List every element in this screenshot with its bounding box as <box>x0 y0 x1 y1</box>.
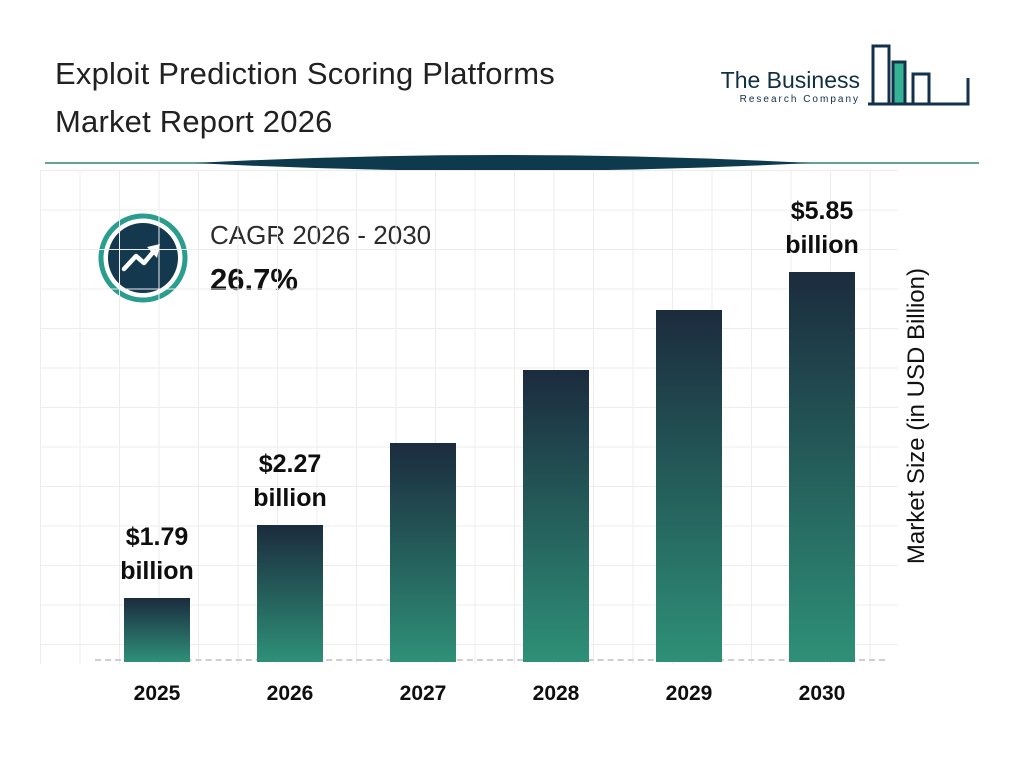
bar-2026: $2.27 billion <box>253 450 327 662</box>
page-title: Exploit Prediction Scoring Platforms Mar… <box>55 50 555 146</box>
bars-area: $1.79 billion $2.27 billion $5.85 billion <box>120 170 859 662</box>
bar-2030: $5.85 billion <box>785 197 859 662</box>
page-title-line1: Exploit Prediction Scoring Platforms <box>55 56 555 91</box>
y-axis-label: Market Size (in USD Billion) <box>895 170 939 662</box>
bar-value-label-2025: $1.79 billion <box>120 523 194 585</box>
bar-value-label-2030: $5.85 billion <box>785 197 859 259</box>
logo-text-secondary: Research Company <box>739 94 860 105</box>
bar-chart-logo-icon <box>868 44 970 106</box>
divider <box>45 155 979 171</box>
bar-value-label-2026: $2.27 billion <box>253 450 327 512</box>
x-axis-label-2025: 2025 <box>133 682 181 705</box>
x-axis-label-2028: 2028 <box>532 682 580 705</box>
company-logo: The Business Research Company <box>721 40 974 120</box>
y-axis-label-text: Market Size (in USD Billion) <box>903 267 930 565</box>
chart-grid <box>40 170 898 664</box>
bar-2027 <box>390 443 456 662</box>
x-axis-label-2030: 2030 <box>798 682 846 705</box>
x-axis-labels: 2025 2026 2027 2028 2029 2030 <box>124 682 855 706</box>
page-title-line2: Market Report 2026 <box>55 104 333 139</box>
bar-2025: $1.79 billion <box>120 523 194 662</box>
logo-text-primary: The Business <box>720 67 860 93</box>
x-axis-label-2026: 2026 <box>266 682 314 705</box>
chart-baseline <box>95 659 885 661</box>
x-axis-label-2029: 2029 <box>665 682 713 705</box>
divider-lens-icon <box>45 155 979 171</box>
bar-2029 <box>656 310 722 662</box>
company-logo-text: The Business Research Company <box>721 67 860 120</box>
x-axis-label-2027: 2027 <box>399 682 447 705</box>
bar-2028 <box>523 370 589 662</box>
